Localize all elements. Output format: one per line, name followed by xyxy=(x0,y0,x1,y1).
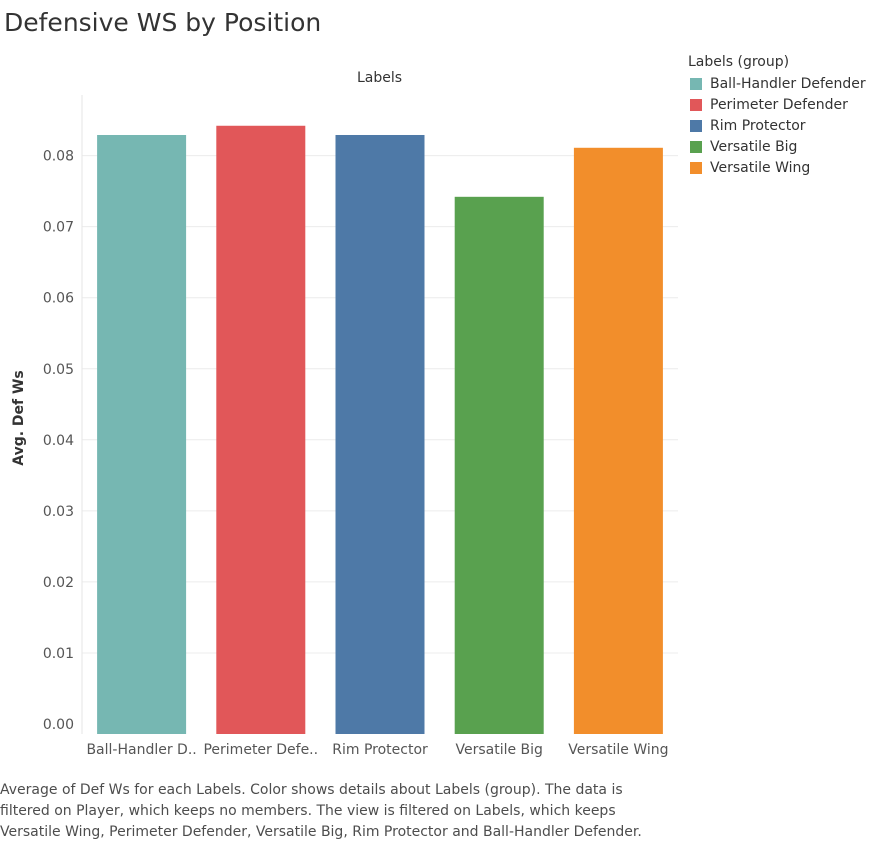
legend-swatch xyxy=(690,98,702,111)
legend-label: Rim Protector xyxy=(710,117,806,134)
x-tick-label: Perimeter Defe.. xyxy=(203,742,318,758)
y-tick-label: 0.06 xyxy=(43,291,74,307)
caption: Average of Def Ws for each Labels. Color… xyxy=(0,780,860,843)
y-tick-label: 0.07 xyxy=(43,220,74,236)
legend-label: Ball-Handler Defender xyxy=(710,75,866,92)
y-tick-label: 0.03 xyxy=(43,504,74,520)
legend-item[interactable]: Rim Protector xyxy=(688,115,866,136)
legend-label: Versatile Wing xyxy=(710,159,811,176)
bar xyxy=(335,134,425,735)
y-tick-label: 0.00 xyxy=(43,717,74,733)
y-tick-label: 0.02 xyxy=(43,575,74,591)
y-tick-label: 0.08 xyxy=(43,149,74,165)
legend-label: Perimeter Defender xyxy=(710,96,848,113)
caption-line: filtered on Player, which keeps no membe… xyxy=(0,803,616,819)
column-header: Labels xyxy=(357,70,403,86)
legend-swatch xyxy=(690,161,702,174)
caption-line: Average of Def Ws for each Labels. Color… xyxy=(0,782,623,798)
legend-label: Versatile Big xyxy=(710,138,798,155)
x-tick-label: Ball-Handler D.. xyxy=(86,742,196,758)
y-tick-label: 0.01 xyxy=(43,646,74,662)
legend-item[interactable]: Ball-Handler Defender xyxy=(688,73,866,94)
y-axis-title: Avg. Def Ws xyxy=(11,370,27,466)
bar xyxy=(97,134,187,735)
x-tick-label: Rim Protector xyxy=(332,742,428,758)
legend-title: Labels (group) xyxy=(688,54,790,70)
x-tick-label: Versatile Wing xyxy=(568,742,668,758)
x-tick-label: Versatile Big xyxy=(455,742,542,758)
legend-item[interactable]: Perimeter Defender xyxy=(688,94,866,115)
legend-item[interactable]: Versatile Big xyxy=(688,136,866,157)
chart-title: Defensive WS by Position xyxy=(4,8,322,37)
legend-item[interactable]: Versatile Wing xyxy=(688,157,866,178)
legend-swatch xyxy=(690,140,702,153)
legend-swatch xyxy=(690,77,702,90)
y-tick-label: 0.04 xyxy=(43,433,74,449)
bar xyxy=(216,125,306,734)
legend: Labels (group) Ball-Handler Defender Peri… xyxy=(688,54,866,178)
caption-line: Versatile Wing, Perimeter Defender, Vers… xyxy=(0,824,642,840)
y-tick-label: 0.05 xyxy=(43,362,74,378)
bar xyxy=(454,196,544,734)
legend-swatch xyxy=(690,119,702,132)
bar xyxy=(573,147,663,735)
